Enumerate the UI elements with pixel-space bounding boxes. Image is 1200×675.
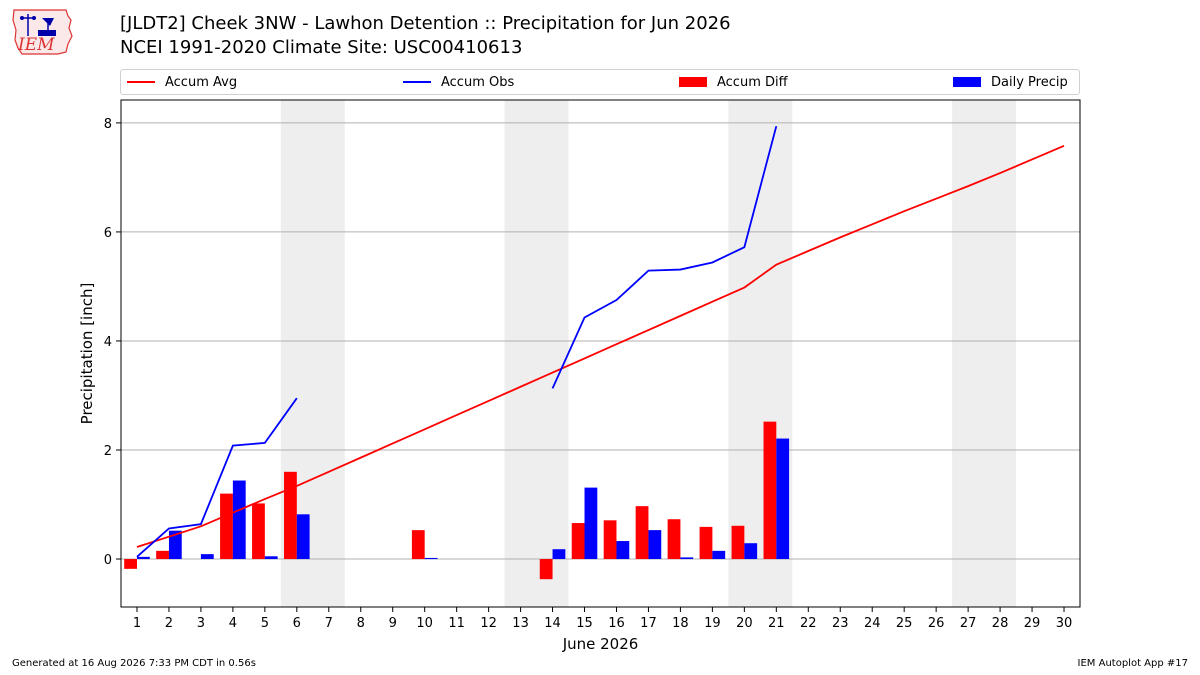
bar-accum-diff-day-17 bbox=[635, 506, 649, 560]
bar-accum-diff-day-21 bbox=[763, 421, 777, 560]
weekend-shade-1 bbox=[504, 100, 569, 607]
legend: Accum Avg Accum Obs Accum Diff Daily Pre… bbox=[120, 69, 1080, 95]
xtick-label-6: 6 bbox=[293, 616, 301, 631]
bar-daily-precip-day-5 bbox=[264, 556, 278, 560]
line-accum-avg bbox=[136, 144, 1065, 548]
bar-daily-precip-day-2 bbox=[168, 530, 182, 560]
legend-swatch-accum-obs bbox=[403, 81, 431, 83]
bar-accum-diff-day-15 bbox=[571, 523, 585, 560]
xtick-label-19: 19 bbox=[704, 616, 721, 631]
plot-frame bbox=[120, 99, 1081, 608]
xtick-label-10: 10 bbox=[416, 616, 433, 631]
bar-daily-precip-day-4 bbox=[232, 480, 246, 560]
chart-subtitle: NCEI 1991-2020 Climate Site: USC00410613 bbox=[120, 37, 523, 58]
xtick-label-9: 9 bbox=[389, 616, 397, 631]
xtick-label-2: 2 bbox=[165, 616, 173, 631]
legend-item-accum-obs: Accum Obs bbox=[403, 70, 514, 94]
legend-label-accum-obs: Accum Obs bbox=[441, 74, 515, 90]
xtick-label-15: 15 bbox=[576, 616, 593, 631]
xtick-label-21: 21 bbox=[768, 616, 785, 631]
xtick-label-24: 24 bbox=[864, 616, 881, 631]
xtick-label-17: 17 bbox=[640, 616, 657, 631]
bar-daily-precip-day-16 bbox=[616, 541, 630, 560]
y-axis-label: Precipitation [inch] bbox=[78, 283, 96, 425]
chart-title: [JLDT2] Cheek 3NW - Lawhon Detention :: … bbox=[120, 13, 731, 34]
bar-daily-precip-day-14 bbox=[552, 549, 566, 560]
xtick-label-23: 23 bbox=[832, 616, 849, 631]
bar-daily-precip-day-10 bbox=[424, 557, 438, 560]
bar-accum-diff-day-1 bbox=[124, 559, 137, 569]
legend-swatch-accum-avg bbox=[127, 81, 155, 83]
legend-label-accum-avg: Accum Avg bbox=[165, 74, 238, 90]
xtick-label-18: 18 bbox=[672, 616, 689, 631]
footer-app: IEM Autoplot App #17 bbox=[1077, 658, 1188, 669]
x-axis-label: June 2026 bbox=[562, 635, 639, 653]
iem-logo: IEM bbox=[8, 6, 78, 58]
legend-label-accum-diff: Accum Diff bbox=[717, 74, 788, 90]
legend-label-daily-precip: Daily Precip bbox=[991, 74, 1068, 90]
weekend-shade-3 bbox=[952, 100, 1017, 607]
legend-item-accum-avg: Accum Avg bbox=[127, 70, 237, 94]
bar-accum-diff-day-20 bbox=[731, 525, 745, 560]
bar-daily-precip-day-6 bbox=[296, 514, 310, 560]
bar-daily-precip-day-20 bbox=[744, 543, 758, 560]
xtick-label-13: 13 bbox=[512, 616, 529, 631]
line-accum-obs-segment-0 bbox=[136, 397, 298, 558]
ytick-label-8: 8 bbox=[104, 117, 112, 132]
xtick-label-16: 16 bbox=[608, 616, 625, 631]
xtick-label-7: 7 bbox=[325, 616, 333, 631]
ytick-label-0: 0 bbox=[104, 553, 112, 568]
bar-daily-precip-day-21 bbox=[776, 438, 790, 560]
logo-text: IEM bbox=[17, 35, 55, 55]
xtick-label-20: 20 bbox=[736, 616, 753, 631]
bar-daily-precip-day-19 bbox=[712, 550, 726, 560]
xtick-label-22: 22 bbox=[800, 616, 817, 631]
xtick-label-5: 5 bbox=[261, 616, 269, 631]
ytick-label-2: 2 bbox=[104, 444, 112, 459]
xtick-label-26: 26 bbox=[928, 616, 945, 631]
bar-accum-diff-day-18 bbox=[667, 519, 681, 560]
bar-daily-precip-day-18 bbox=[680, 557, 694, 560]
bar-accum-diff-day-2 bbox=[156, 550, 169, 560]
xtick-label-14: 14 bbox=[544, 616, 561, 631]
bar-daily-precip-day-17 bbox=[648, 530, 662, 560]
bar-accum-diff-day-16 bbox=[603, 520, 617, 560]
xtick-label-27: 27 bbox=[960, 616, 977, 631]
bar-accum-diff-day-6 bbox=[284, 471, 297, 560]
legend-item-accum-diff: Accum Diff bbox=[679, 70, 788, 94]
xtick-label-11: 11 bbox=[448, 616, 465, 631]
xtick-label-28: 28 bbox=[992, 616, 1009, 631]
xtick-label-8: 8 bbox=[357, 616, 365, 631]
bar-accum-diff-day-19 bbox=[699, 526, 713, 560]
bar-accum-diff-day-14 bbox=[539, 559, 553, 580]
xtick-label-4: 4 bbox=[229, 616, 237, 631]
bar-daily-precip-day-3 bbox=[200, 554, 214, 560]
bar-daily-precip-day-1 bbox=[136, 556, 150, 560]
legend-swatch-accum-diff bbox=[679, 77, 707, 87]
xtick-label-12: 12 bbox=[480, 616, 497, 631]
footer-generated: Generated at 16 Aug 2026 7:33 PM CDT in … bbox=[12, 658, 256, 669]
xtick-label-1: 1 bbox=[133, 616, 141, 631]
ytick-label-6: 6 bbox=[104, 226, 112, 241]
xtick-label-3: 3 bbox=[197, 616, 205, 631]
bar-accum-diff-day-4 bbox=[220, 493, 233, 560]
bar-daily-precip-day-15 bbox=[584, 487, 598, 560]
xtick-label-30: 30 bbox=[1056, 616, 1073, 631]
bar-accum-diff-day-10 bbox=[411, 530, 425, 560]
xtick-label-29: 29 bbox=[1024, 616, 1041, 631]
line-accum-obs-segment-1 bbox=[551, 125, 778, 389]
ytick-label-4: 4 bbox=[104, 335, 112, 350]
legend-item-daily-precip: Daily Precip bbox=[953, 70, 1068, 94]
bar-accum-diff-day-5 bbox=[252, 503, 265, 560]
legend-swatch-daily-precip bbox=[953, 77, 981, 87]
xtick-label-25: 25 bbox=[896, 616, 913, 631]
